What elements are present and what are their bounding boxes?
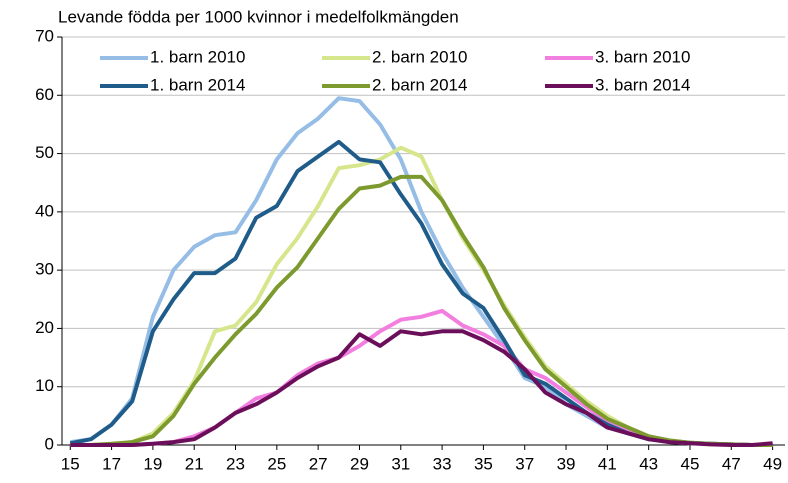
x-tick-label: 39 <box>557 454 576 473</box>
x-tick-label: 19 <box>143 454 162 473</box>
legend-label: 1. barn 2010 <box>150 47 245 66</box>
y-tick-label: 30 <box>35 260 54 279</box>
legend-label: 3. barn 2014 <box>595 75 690 94</box>
x-tick-label: 43 <box>639 454 658 473</box>
x-tick-label: 23 <box>226 454 245 473</box>
x-tick-label: 33 <box>433 454 452 473</box>
series-line <box>70 96 773 447</box>
x-tick-label: 21 <box>185 454 204 473</box>
legend-label: 2. barn 2014 <box>372 75 467 94</box>
y-tick-label: 10 <box>35 376 54 395</box>
x-tick-label: 41 <box>598 454 617 473</box>
legend-label: 1. barn 2014 <box>150 75 245 94</box>
series-line <box>70 329 773 447</box>
y-tick-label: 50 <box>35 143 54 162</box>
x-tick-label: 31 <box>391 454 410 473</box>
x-tick-label: 15 <box>61 454 80 473</box>
y-tick-label: 60 <box>35 85 54 104</box>
x-tick-label: 27 <box>309 454 328 473</box>
x-tick-label: 17 <box>102 454 121 473</box>
y-tick-label: 20 <box>35 318 54 337</box>
x-tick-label: 45 <box>681 454 700 473</box>
y-tick-label: 0 <box>45 434 54 453</box>
y-tick-label: 70 <box>35 26 54 45</box>
y-tick-label: 40 <box>35 201 54 220</box>
legend-label: 2. barn 2010 <box>372 47 467 66</box>
x-tick-label: 35 <box>474 454 493 473</box>
y-axis-title: Levande födda per 1000 kvinnor i medelfo… <box>58 7 459 26</box>
x-tick-label: 47 <box>722 454 741 473</box>
legend-label: 3. barn 2010 <box>595 47 690 66</box>
series-line <box>69 139 773 447</box>
x-tick-label: 29 <box>350 454 369 473</box>
x-tick-label: 25 <box>267 454 286 473</box>
x-tick-label: 49 <box>763 454 782 473</box>
series-line <box>70 308 773 447</box>
x-tick-label: 37 <box>515 454 534 473</box>
series-line <box>70 174 773 447</box>
